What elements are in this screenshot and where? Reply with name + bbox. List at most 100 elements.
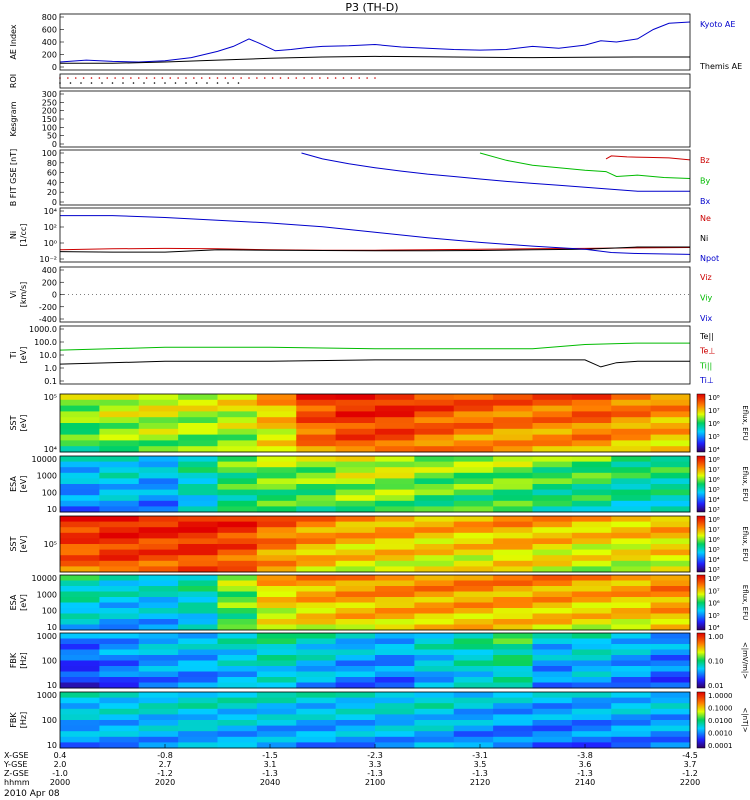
heatmap-cell — [532, 399, 573, 407]
series-line-bx — [301, 152, 690, 192]
heatmap-cell — [256, 619, 297, 625]
heatmap-cell — [217, 484, 258, 491]
heatmap-cell — [532, 644, 573, 650]
heatmap-cell — [375, 478, 415, 485]
heatmap-cell — [178, 666, 218, 672]
heatmap-cell — [217, 411, 258, 418]
heatmap-cell — [138, 586, 179, 592]
y-tick-label: 0 — [52, 63, 57, 72]
heatmap-cell — [178, 555, 218, 562]
heatmap-cell — [335, 633, 376, 639]
y-tick-label: 200 — [42, 51, 57, 60]
roi-point — [185, 77, 187, 79]
panel-unit-label: [eV] — [19, 594, 28, 611]
heatmap-cell — [611, 506, 652, 513]
heatmap-cell — [414, 586, 455, 592]
heatmap-cell — [335, 575, 376, 581]
roi-point — [366, 77, 368, 79]
heatmap-cell — [99, 697, 140, 704]
heatmap-cell — [138, 608, 179, 614]
colorbar-tick-label: 10⁵ — [708, 612, 720, 620]
heatmap-cell — [414, 489, 455, 496]
roi-point — [122, 82, 124, 84]
colorbar-tick-label: 10⁴ — [708, 624, 720, 632]
heatmap-cell — [256, 671, 297, 678]
heatmap-cell — [532, 720, 573, 727]
roi-point — [90, 77, 93, 79]
heatmap-cell — [296, 708, 337, 715]
heatmap-cell — [493, 649, 533, 656]
heatmap-cell — [178, 428, 218, 436]
heatmap-cell — [493, 736, 533, 743]
heatmap-cell — [453, 549, 494, 556]
heatmap-cell — [453, 619, 494, 625]
legend-label: By — [700, 177, 710, 186]
heatmap-cell — [650, 677, 691, 683]
heatmap-cell — [296, 472, 337, 479]
heatmap-cell — [138, 649, 179, 656]
heatmap-cell — [493, 591, 533, 598]
heatmap-cell — [217, 446, 258, 453]
heatmap-cell — [99, 495, 140, 502]
legend-label: Te|| — [699, 332, 714, 341]
heatmap-cell — [571, 489, 612, 496]
heatmap-cell — [650, 649, 691, 656]
heatmap-cell — [414, 506, 455, 513]
y-tick-label: 10000 — [32, 574, 57, 583]
heatmap-cell — [296, 703, 337, 710]
y-tick-label: 100.0 — [34, 338, 57, 347]
heatmap-cell — [414, 638, 455, 645]
heatmap-cell — [493, 597, 533, 603]
heatmap-cell — [453, 580, 494, 587]
heatmap-cell — [532, 608, 573, 614]
heatmap-cell — [138, 742, 179, 749]
y-tick-label: 1000 — [37, 632, 57, 641]
heatmap-cell — [571, 586, 612, 592]
heatmap-cell — [217, 682, 258, 689]
heatmap-cell — [650, 489, 691, 496]
heatmap-cell — [611, 591, 652, 598]
heatmap-cell — [60, 399, 100, 407]
heatmap-cell — [414, 484, 455, 491]
heatmap-cell — [138, 591, 179, 598]
heatmap-cell — [493, 697, 533, 704]
legend-label: Npot — [700, 254, 719, 263]
heatmap-cell — [60, 411, 100, 418]
colorbar — [696, 691, 706, 749]
roi-point — [295, 77, 298, 79]
heatmap-cell — [414, 725, 455, 732]
heatmap-cell — [375, 461, 415, 468]
x-tick-label: 2200 — [680, 778, 700, 787]
heatmap-cell — [99, 489, 140, 496]
y-tick-label: 100 — [42, 149, 57, 158]
heatmap-cell — [650, 405, 691, 412]
heatmap-cell — [99, 544, 140, 551]
heatmap-cell — [532, 731, 573, 738]
roi-point — [256, 77, 258, 79]
heatmap-cell — [532, 506, 573, 513]
heatmap-cell — [256, 500, 297, 507]
x-tick-label: 3.6 — [579, 760, 592, 769]
roi-point — [263, 77, 266, 79]
x-tick-label: -1.3 — [367, 769, 383, 778]
heatmap-cell — [335, 434, 376, 441]
heatmap-cell — [650, 461, 691, 468]
heatmap-cell — [493, 478, 533, 485]
roi-point — [279, 77, 282, 79]
heatmap-cell — [99, 555, 140, 562]
heatmap-cell — [611, 456, 652, 463]
heatmap-cell — [650, 697, 691, 704]
heatmap-cell — [571, 649, 612, 656]
heatmap-cell — [650, 586, 691, 592]
heatmap-cell — [335, 608, 376, 614]
heatmap-cell — [571, 478, 612, 485]
heatmap-cell — [375, 516, 415, 523]
x-tick-label: 2.7 — [159, 760, 172, 769]
heatmap-cell — [414, 399, 455, 407]
heatmap-cell — [453, 428, 494, 436]
heatmap-cell — [138, 619, 179, 625]
heatmap-cell — [178, 472, 218, 479]
heatmap-cell — [414, 446, 455, 453]
heatmap-cell — [650, 521, 691, 528]
heatmap-cell — [375, 532, 415, 539]
